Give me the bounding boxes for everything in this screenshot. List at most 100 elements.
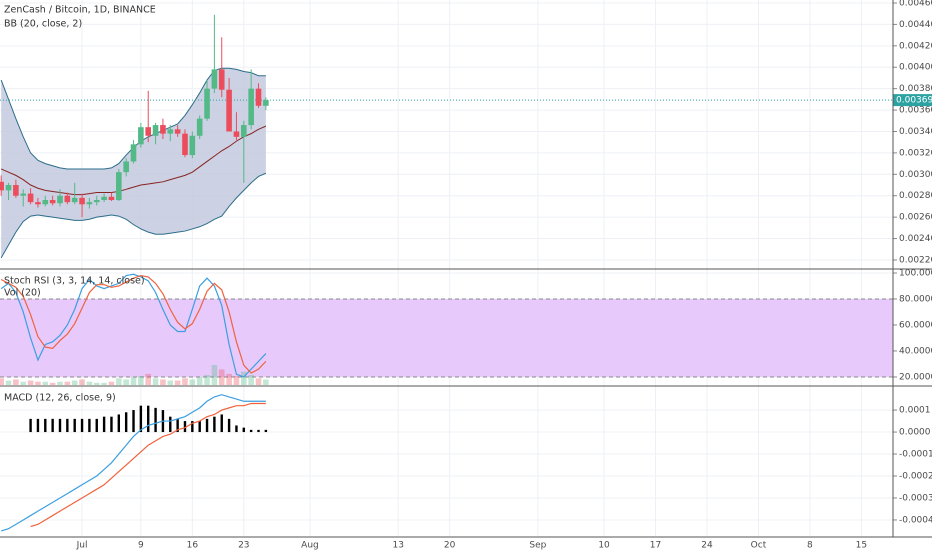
candle-body — [64, 195, 71, 203]
volume-bar — [116, 378, 122, 385]
band-lower — [0, 172, 267, 259]
candle-body — [218, 69, 225, 90]
candle-body — [108, 196, 115, 201]
x-tick-label: Oct — [751, 541, 767, 550]
volume-bar — [167, 380, 174, 385]
y-tick-label: -0.0003 — [899, 493, 932, 503]
candle-body — [263, 100, 269, 106]
x-tick-label: 23 — [238, 541, 249, 550]
candle-body — [145, 127, 152, 136]
histogram-bar — [80, 418, 84, 433]
histogram-bar — [124, 412, 128, 433]
histogram-bar — [102, 416, 106, 433]
volume-bar — [138, 376, 144, 385]
candle-body — [248, 88, 254, 126]
candle-body — [226, 89, 232, 132]
y-tick-label: 0.0001 — [899, 406, 931, 416]
indicator-title: MACD (12, 26, close, 9) — [4, 393, 116, 404]
histogram-bar — [183, 421, 187, 433]
y-tick-label: 0.002600 — [899, 213, 932, 223]
volume-bar — [263, 379, 269, 385]
volume-bar — [108, 381, 115, 385]
histogram-bar — [147, 405, 150, 433]
histogram-bar — [205, 418, 209, 433]
x-tick-label: Jul — [76, 541, 88, 550]
volume-bar — [233, 376, 240, 385]
volume-bar — [255, 378, 262, 385]
candle-body — [35, 202, 41, 205]
histogram-bar — [117, 414, 121, 433]
indicator-title: Stoch RSI (3, 3, 14, 14, close) — [4, 276, 145, 287]
candle-body — [20, 193, 27, 196]
candle-body — [116, 172, 122, 201]
histogram-bar — [264, 429, 268, 433]
y-tick-label: 0.003000 — [899, 170, 932, 180]
volume-bar — [160, 379, 166, 385]
volume-bar — [101, 382, 107, 385]
volume-bar — [27, 380, 34, 385]
line-series — [0, 273, 267, 378]
y-tick-label: 0.003400 — [899, 127, 932, 137]
candle-body — [196, 118, 203, 136]
x-tick-label: 17 — [650, 541, 661, 550]
candle-body — [130, 144, 137, 162]
candle-body — [211, 69, 218, 89]
volume-bar — [182, 378, 188, 385]
histogram-bar — [176, 418, 179, 433]
histogram-bar — [257, 429, 260, 433]
volume-bar — [71, 380, 78, 385]
y-tick-label: -0.0001 — [899, 450, 932, 460]
histogram-bar — [235, 425, 238, 433]
indicator-label: Vol (20) — [4, 288, 41, 299]
histogram-bar — [73, 418, 76, 433]
y-tick-label: 20.0000 — [899, 372, 932, 382]
histogram-bar — [191, 421, 194, 433]
histogram-bar — [51, 418, 54, 433]
candle-body — [123, 161, 129, 173]
candle-body — [152, 125, 159, 136]
histogram-bar — [169, 416, 172, 433]
volume-bar — [189, 379, 196, 385]
y-tick-label: 0.002800 — [899, 191, 932, 201]
volume-bar — [57, 381, 63, 385]
candle-body — [5, 185, 12, 191]
volume-bar — [241, 371, 247, 385]
last-price-box — [893, 94, 932, 107]
line-series — [0, 274, 267, 374]
x-tick-label: 16 — [187, 541, 199, 550]
volume-bar — [204, 375, 210, 385]
x-tick-label: 15 — [856, 541, 867, 550]
x-tick-label: 13 — [392, 541, 403, 550]
y-tick-label: 80.0000 — [899, 294, 932, 304]
volume-bar — [79, 379, 85, 385]
x-tick-label: 10 — [598, 541, 610, 550]
y-tick-label: 0.003200 — [899, 148, 932, 158]
volume-bar — [5, 380, 12, 385]
indicator-label: BB (20, close, 2) — [4, 19, 82, 30]
histogram-bar — [58, 418, 62, 433]
candle-body — [0, 181, 4, 191]
candle-body — [49, 200, 56, 204]
x-tick-label: 20 — [444, 541, 456, 550]
volume-bar — [174, 380, 181, 385]
y-tick-label: 0.004000 — [899, 63, 932, 73]
y-tick-label: 0.003600 — [899, 106, 932, 116]
y-tick-label: 40.0000 — [899, 346, 932, 356]
histogram-bar — [242, 427, 245, 433]
x-tick-label: 9 — [138, 541, 144, 550]
histogram-bar — [29, 418, 32, 433]
x-tick-label: 24 — [701, 541, 713, 550]
chart-title: ZenCash / Bitcoin, 1D, BINANCE — [4, 5, 156, 16]
volume-bar — [0, 378, 4, 385]
volume-bar — [218, 369, 225, 385]
candle-body — [93, 200, 100, 203]
histogram-bar — [88, 418, 91, 433]
band-middle — [0, 125, 267, 196]
volume-bar — [130, 377, 137, 385]
histogram-bar — [139, 405, 143, 433]
candle-body — [101, 196, 107, 201]
candle-body — [42, 200, 49, 205]
volume-bar — [211, 365, 218, 385]
volume-bar — [86, 381, 93, 385]
